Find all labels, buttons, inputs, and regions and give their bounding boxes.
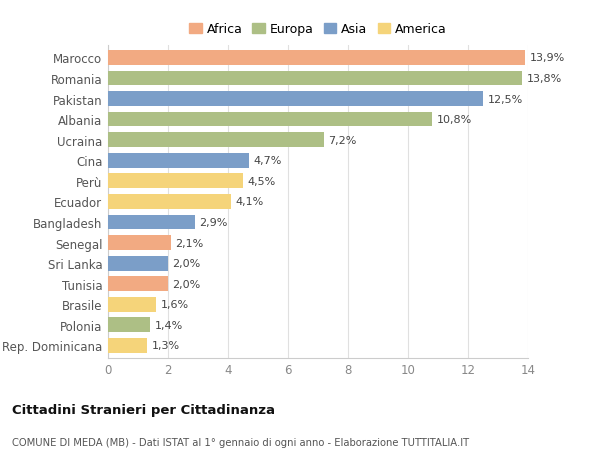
Text: 12,5%: 12,5% — [487, 94, 523, 104]
Bar — [108, 133, 324, 148]
Text: 2,0%: 2,0% — [173, 258, 201, 269]
Text: 10,8%: 10,8% — [436, 115, 472, 125]
Bar — [108, 215, 195, 230]
Text: 4,1%: 4,1% — [235, 197, 264, 207]
Bar — [108, 174, 243, 189]
Text: 13,8%: 13,8% — [526, 74, 562, 84]
Bar — [108, 112, 432, 127]
Bar — [108, 153, 249, 168]
Bar — [108, 235, 171, 251]
Bar — [108, 318, 150, 333]
Text: 2,9%: 2,9% — [199, 218, 228, 228]
Bar — [108, 277, 168, 291]
Bar — [108, 256, 168, 271]
Bar — [108, 297, 156, 312]
Text: 2,1%: 2,1% — [175, 238, 204, 248]
Text: COMUNE DI MEDA (MB) - Dati ISTAT al 1° gennaio di ogni anno - Elaborazione TUTTI: COMUNE DI MEDA (MB) - Dati ISTAT al 1° g… — [12, 437, 469, 447]
Text: 1,6%: 1,6% — [160, 300, 188, 310]
Text: Cittadini Stranieri per Cittadinanza: Cittadini Stranieri per Cittadinanza — [12, 403, 275, 416]
Text: 1,4%: 1,4% — [154, 320, 183, 330]
Bar — [108, 51, 525, 66]
Bar — [108, 195, 231, 209]
Text: 7,2%: 7,2% — [329, 135, 357, 146]
Legend: Africa, Europa, Asia, America: Africa, Europa, Asia, America — [187, 21, 449, 39]
Text: 4,5%: 4,5% — [247, 176, 276, 186]
Text: 2,0%: 2,0% — [173, 279, 201, 289]
Text: 13,9%: 13,9% — [529, 53, 565, 63]
Bar — [108, 71, 522, 86]
Bar — [108, 92, 483, 106]
Text: 1,3%: 1,3% — [151, 341, 179, 351]
Text: 4,7%: 4,7% — [253, 156, 282, 166]
Bar — [108, 338, 147, 353]
